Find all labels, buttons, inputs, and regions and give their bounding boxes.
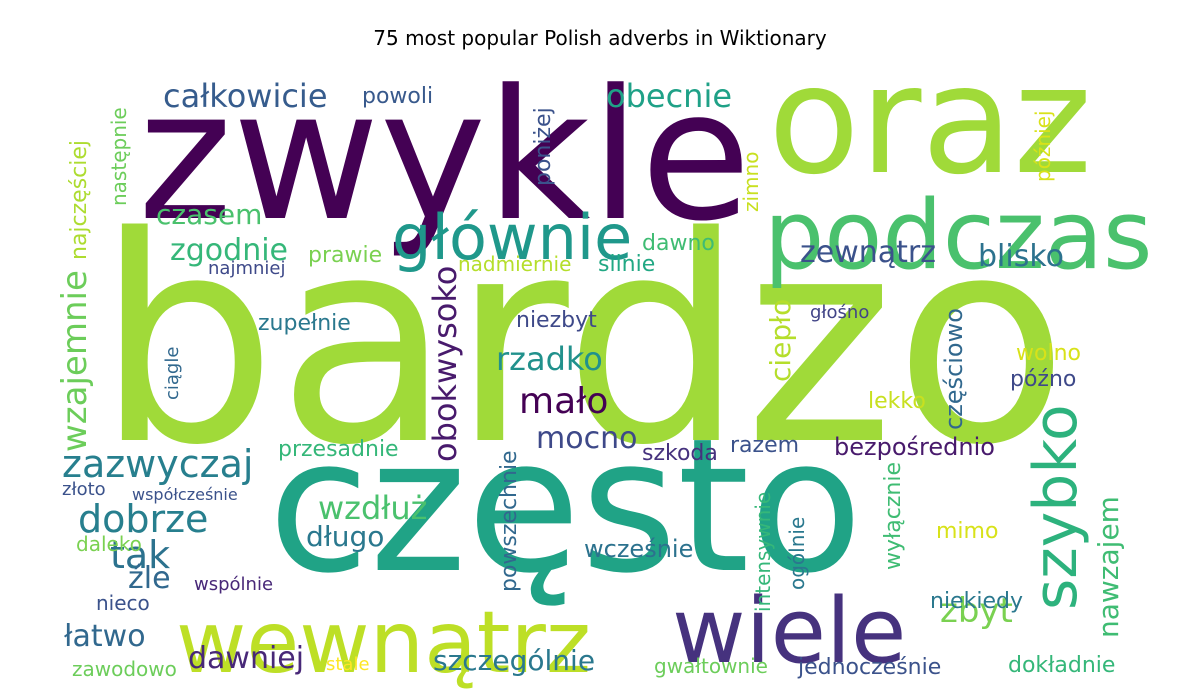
word-stale: stale: [326, 654, 370, 675]
word-cieplo: ciepło: [764, 299, 797, 382]
word-nieco: nieco: [96, 591, 150, 615]
word-zloto: złoto: [62, 479, 106, 500]
word-zupelnie: zupełnie: [258, 311, 351, 336]
word-razem: razem: [730, 433, 799, 458]
word-wylacznie: wyłącznie: [881, 462, 906, 570]
word-dokladnie: dokładnie: [1008, 653, 1115, 678]
word-jednoczesnie: jednocześnie: [797, 655, 941, 680]
word-niezbyt: niezbyt: [516, 308, 597, 333]
word-blisko: blisko: [978, 239, 1064, 274]
word-szybko: szybko: [1021, 404, 1091, 610]
word-tak: tak: [110, 533, 170, 577]
word-pozno: późno: [1010, 367, 1076, 392]
word-wolno: wolno: [1016, 341, 1081, 366]
word-silnie: silnie: [598, 252, 655, 277]
word-zwykle: zwykle: [138, 52, 751, 261]
word-szczegolnie: szczególnie: [433, 644, 595, 677]
word-bardzo: bardzo: [96, 176, 1069, 508]
word-dlugo: długo: [306, 520, 384, 553]
word-wewnatrz: wewnątrz: [176, 593, 591, 693]
word-glosno: głośno: [810, 302, 869, 323]
word-powszechnie: powszechnie: [497, 450, 522, 592]
word-gwaltownie: gwałtownie: [654, 654, 768, 678]
word-nawzajem: nawzajem: [1092, 496, 1125, 638]
word-glownie: głównie: [392, 201, 632, 274]
word-zbyt: zbyt: [940, 591, 1013, 631]
word-calkowicie: całkowicie: [163, 77, 328, 115]
word-powoli: powoli: [362, 84, 433, 109]
word-intensywnie: intensywnie: [751, 492, 775, 612]
word-prawie: prawie: [308, 243, 382, 268]
word-wiele: wiele: [672, 579, 906, 684]
word-dawno: dawno: [642, 231, 715, 256]
word-wzdluz: wzdłuż: [318, 489, 427, 527]
word-czesto: często: [268, 398, 863, 614]
word-najmniej: najmniej: [208, 258, 285, 279]
word-mocno: mocno: [536, 421, 637, 456]
word-ponizej: poniżej: [531, 107, 556, 186]
word-wspolnie: wspólnie: [194, 574, 273, 595]
word-niekiedy: niekiedy: [930, 589, 1023, 614]
word-obecnie: obecnie: [606, 77, 732, 115]
word-zgodnie: zgodnie: [170, 233, 288, 268]
word-dawniej: dawniej: [188, 641, 304, 676]
word-malo: mało: [519, 381, 608, 422]
word-ciagle: ciągle: [162, 347, 183, 400]
word-dobrze: dobrze: [78, 497, 208, 541]
word-zazwyczaj: zazwyczaj: [62, 442, 253, 486]
word-mimo: mimo: [936, 519, 998, 544]
word-przesadnie: przesadnie: [278, 437, 399, 462]
word-nadmiernie: nadmiernie: [458, 252, 571, 276]
word-bezposrednio: bezpośrednio: [834, 433, 995, 461]
chart-title: 75 most popular Polish adverbs in Wiktio…: [373, 26, 827, 50]
word-nastepnie: następnie: [107, 107, 131, 206]
word-wspolczesnie: współcześnie: [132, 485, 238, 504]
word-zimno: zimno: [739, 152, 763, 212]
word-podczas: podczas: [764, 181, 1153, 291]
word-zawodowo: zawodowo: [72, 657, 177, 681]
word-czesciowo: częściowo: [940, 308, 968, 430]
word-daleko: daleko: [76, 532, 142, 556]
word-ogolnie: ogólnie: [785, 517, 809, 590]
word-oraz: oraz: [768, 34, 1092, 208]
word-lekko: lekko: [868, 389, 926, 414]
word-czasem: czasem: [156, 198, 262, 231]
word-najczesciej: najczęściej: [67, 140, 92, 260]
word-rzadko: rzadko: [496, 340, 603, 378]
word-zle: źle: [128, 561, 171, 596]
word-obokwysoko: obokwysoko: [426, 266, 464, 462]
word-pozniej: później: [1031, 110, 1055, 182]
word-wczesnie: wcześnie: [584, 535, 693, 563]
word-szkoda: szkoda: [642, 441, 718, 466]
word-latwo: łatwo: [64, 619, 146, 654]
word-wzajemnie: wzajemnie: [55, 270, 95, 452]
word-zewnatrz: zewnątrz: [800, 235, 936, 270]
